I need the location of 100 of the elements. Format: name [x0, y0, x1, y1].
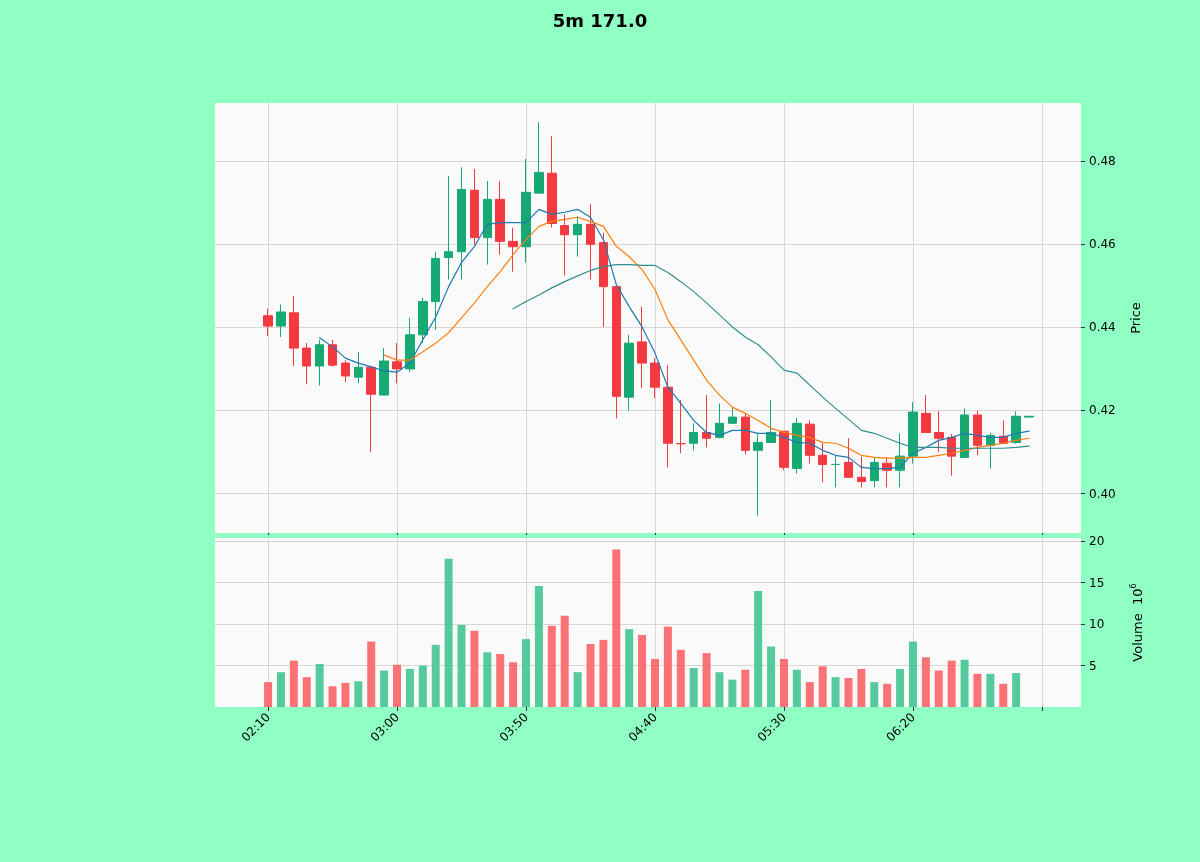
bar: [870, 682, 879, 707]
bar: [302, 677, 311, 707]
bar: [831, 677, 840, 707]
candlestick: [637, 306, 647, 389]
candlestick: [263, 308, 273, 337]
bar: [380, 670, 389, 707]
bar: [986, 673, 995, 707]
bar: [715, 672, 724, 707]
bar: [612, 549, 621, 707]
bar: [457, 624, 466, 707]
candlestick: [328, 339, 337, 368]
candlestick: [341, 359, 350, 383]
candlestick: [805, 419, 815, 465]
candlestick: [366, 366, 376, 453]
candlestick: [405, 317, 415, 373]
bar: [625, 629, 634, 707]
bar: [573, 672, 582, 707]
bar: [728, 679, 737, 707]
y-axis-title: Volume 106: [1128, 583, 1145, 662]
candlestick: [470, 168, 479, 245]
bar: [921, 657, 930, 707]
candlestick: [599, 232, 608, 328]
bar: [651, 658, 659, 707]
y-tick-label: 0.40: [1089, 486, 1116, 501]
candlestick: [753, 432, 763, 517]
candlestick: [870, 456, 879, 488]
candlestick: [547, 135, 557, 229]
y-tick-label: 20: [1089, 534, 1105, 549]
y-axis-title: Price: [1128, 302, 1143, 334]
bar: [418, 665, 427, 707]
candlestick: [354, 351, 363, 384]
candlestick: [495, 180, 505, 256]
bar: [844, 678, 853, 707]
bar: [792, 669, 801, 707]
bar: [431, 644, 440, 707]
bar: [496, 653, 505, 707]
bar: [973, 673, 982, 707]
bar: [689, 668, 698, 707]
bar: [470, 630, 479, 707]
bar: [393, 664, 402, 707]
bar: [767, 646, 776, 707]
candlestick: [908, 401, 918, 465]
bar: [444, 558, 453, 707]
bar: [896, 668, 905, 707]
bar: [908, 641, 917, 707]
candlestick: [276, 304, 286, 338]
bar: [702, 653, 711, 707]
bar: [560, 615, 569, 707]
bar: [315, 663, 324, 707]
line-series: [512, 264, 1030, 449]
candlestick: [418, 297, 428, 344]
bar: [883, 683, 892, 707]
bar: [289, 660, 298, 707]
bar: [276, 672, 285, 707]
candlestick: [960, 407, 969, 458]
candlestick: [741, 412, 750, 455]
bar: [676, 649, 685, 707]
candlestick: [302, 342, 311, 385]
candlestick: [779, 430, 789, 471]
bar: [547, 625, 556, 707]
candlestick: [392, 342, 402, 384]
candlestick: [676, 399, 686, 454]
bar: [264, 682, 273, 707]
candlestick: [689, 422, 698, 451]
bar: [367, 641, 376, 707]
candlestick: [573, 215, 582, 258]
y-tick-label: 0.46: [1089, 237, 1116, 252]
candlestick: [444, 175, 453, 281]
bar: [638, 634, 647, 707]
candlestick: [521, 158, 531, 264]
candlestick: [560, 213, 569, 277]
candlestick: [934, 410, 944, 453]
candlestick: [728, 406, 737, 424]
bar: [328, 686, 337, 707]
bar: [805, 682, 814, 707]
bar: [663, 626, 672, 707]
candlestick: [624, 334, 634, 411]
candlestick: [973, 409, 982, 456]
candlestick: [702, 394, 711, 448]
bar: [599, 639, 608, 707]
candlestick: [315, 339, 324, 387]
bar: [341, 682, 350, 707]
candlestick: [663, 364, 673, 468]
y-tick-label: 0.48: [1089, 154, 1116, 169]
candlestick: [289, 295, 299, 367]
candlestick: [1024, 415, 1034, 418]
candlestick: [844, 437, 853, 478]
y-tick-label: 15: [1089, 575, 1105, 590]
bar: [586, 644, 595, 707]
candlestick: [818, 442, 827, 483]
bar: [960, 659, 969, 707]
y-tick-label: 5: [1089, 658, 1097, 673]
candlestick: [379, 347, 389, 396]
bar: [934, 670, 943, 707]
candlestick: [650, 357, 660, 399]
bar: [857, 668, 866, 707]
bar: [354, 681, 363, 707]
bar: [483, 652, 492, 707]
bar: [741, 669, 750, 707]
bar: [999, 683, 1008, 707]
